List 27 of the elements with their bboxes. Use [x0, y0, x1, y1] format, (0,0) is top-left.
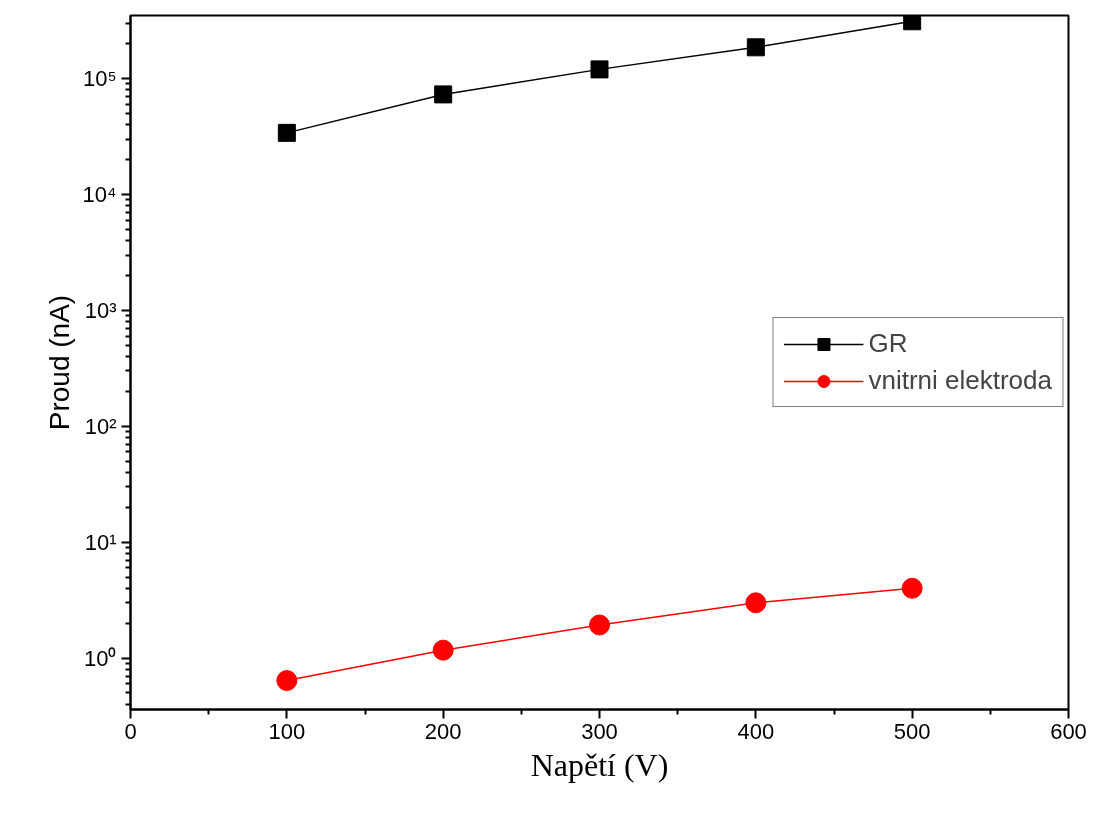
x-tick-label: 600: [1050, 718, 1087, 744]
y-tick-label: 10²: [84, 413, 117, 439]
point: [434, 85, 453, 104]
legend-label: GR: [868, 328, 908, 359]
x-tick-label: 100: [268, 718, 306, 744]
y-axis-title: Proud (nA): [43, 294, 75, 431]
x-tick-label: 0: [124, 718, 137, 744]
y-tick-label: 10¹: [84, 529, 117, 555]
y-tick-label: 10⁵: [82, 66, 117, 92]
point: [277, 123, 296, 142]
x-axis-title: Napětí (V): [530, 746, 669, 783]
point: [903, 15, 922, 31]
x-tick-label: 500: [893, 718, 931, 744]
y-tick-label: 10⁰: [84, 645, 117, 671]
point: [432, 639, 454, 661]
point: [590, 60, 609, 79]
point: [276, 670, 298, 692]
point: [745, 592, 767, 614]
point: [589, 614, 610, 636]
y-tick-label: 10⁴: [82, 181, 117, 207]
x-tick-label: 300: [581, 718, 618, 744]
point: [746, 38, 765, 57]
point: [901, 577, 923, 599]
x-tick-label: 400: [737, 718, 775, 744]
x-tick-label: 200: [424, 718, 462, 744]
y-tick-label: 10³: [84, 297, 117, 323]
legend-label: vnitrni elektroda: [868, 365, 1052, 396]
